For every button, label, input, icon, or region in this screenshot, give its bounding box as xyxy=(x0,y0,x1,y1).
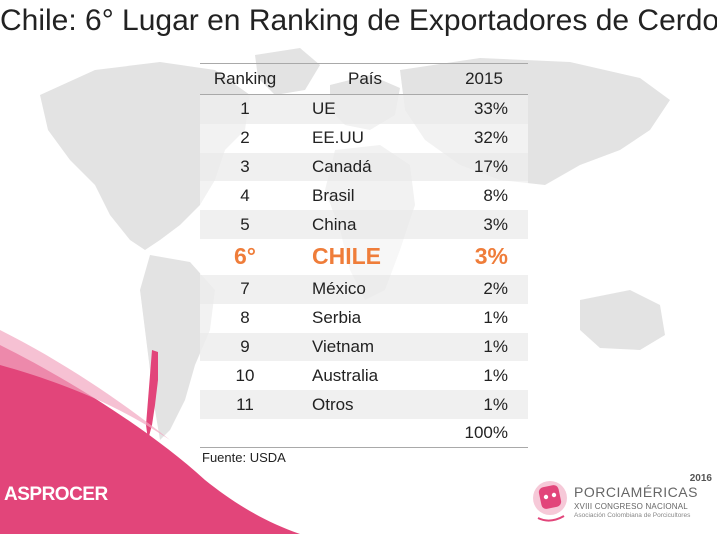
rank-cell: 1 xyxy=(200,94,290,124)
header-ranking: Ranking xyxy=(200,63,290,95)
rank-cell: 8 xyxy=(200,303,290,333)
share-cell: 1% xyxy=(440,361,528,391)
total-cell: 100% xyxy=(440,418,528,448)
table-row: 7 México 2% xyxy=(200,274,528,304)
header-year: 2015 xyxy=(440,63,528,95)
table-row: 8 Serbia 1% xyxy=(200,303,528,333)
porciamericas-logo: 2016 PORCIAMÉRICAS XVIII CONGRESO NACION… xyxy=(524,470,714,530)
table-header-row: Ranking País 2015 xyxy=(200,63,528,95)
share-cell: 2% xyxy=(440,274,528,304)
share-cell: 1% xyxy=(440,303,528,333)
country-cell: Australia xyxy=(290,361,440,391)
country-cell: Vietnam xyxy=(290,332,440,362)
share-cell: 3% xyxy=(440,238,528,275)
event-name: PORCIAMÉRICAS xyxy=(574,484,698,500)
rank-cell: 5 xyxy=(200,210,290,239)
header-country: País xyxy=(290,63,440,95)
rank-cell: 6° xyxy=(200,238,290,275)
brand-wave-dark xyxy=(0,345,300,534)
country-cell: Otros xyxy=(290,390,440,419)
country-cell: Serbia xyxy=(290,303,440,333)
map-south-america xyxy=(140,255,215,440)
pig-logo-icon xyxy=(533,481,567,522)
country-cell: China xyxy=(290,210,440,239)
source-note: Fuente: USDA xyxy=(202,450,286,465)
table-row-chile-highlight: 6° CHILE 3% xyxy=(200,238,528,275)
table-row: 9 Vietnam 1% xyxy=(200,332,528,362)
table-row: 2 EE.UU 32% xyxy=(200,123,528,153)
rank-cell: 4 xyxy=(200,181,290,211)
rank-cell: 10 xyxy=(200,361,290,391)
share-cell: 17% xyxy=(440,152,528,182)
table-row: 11 Otros 1% xyxy=(200,390,528,419)
event-subtitle: XVIII CONGRESO NACIONAL xyxy=(574,502,688,511)
share-cell: 1% xyxy=(440,332,528,362)
exporters-ranking-table: Ranking País 2015 1 UE 33% 2 EE.UU 32% 3… xyxy=(200,63,528,448)
map-north-america xyxy=(40,62,250,250)
share-cell: 32% xyxy=(440,123,528,153)
table-row: 10 Australia 1% xyxy=(200,361,528,391)
page-title: Chile: 6° Lugar en Ranking de Exportador… xyxy=(0,4,717,37)
country-cell: CHILE xyxy=(290,238,440,275)
country-cell: EE.UU xyxy=(290,123,440,153)
event-org: Asociación Colombiana de Porcicultores xyxy=(574,512,691,519)
map-australia xyxy=(580,290,665,350)
rank-cell: 3 xyxy=(200,152,290,182)
share-cell: 3% xyxy=(440,210,528,239)
table-row: 1 UE 33% xyxy=(200,94,528,124)
rank-cell: 2 xyxy=(200,123,290,153)
map-chile-highlight xyxy=(146,350,158,440)
rank-cell: 7 xyxy=(200,274,290,304)
table-row: 4 Brasil 8% xyxy=(200,181,528,211)
event-year: 2016 xyxy=(689,473,712,484)
rank-cell: 11 xyxy=(200,390,290,419)
table-row: 5 China 3% xyxy=(200,210,528,239)
table-row: 3 Canadá 17% xyxy=(200,152,528,182)
rank-cell: 9 xyxy=(200,332,290,362)
asprocer-logo: ASPROCER xyxy=(4,484,108,505)
country-cell: UE xyxy=(290,94,440,124)
country-cell: Brasil xyxy=(290,181,440,211)
country-cell: México xyxy=(290,274,440,304)
share-cell: 8% xyxy=(440,181,528,211)
country-cell: Canadá xyxy=(290,152,440,182)
share-cell: 1% xyxy=(440,390,528,419)
brand-wave-light xyxy=(0,330,170,440)
share-cell: 33% xyxy=(440,94,528,124)
table-total-row: 100% xyxy=(200,418,528,448)
